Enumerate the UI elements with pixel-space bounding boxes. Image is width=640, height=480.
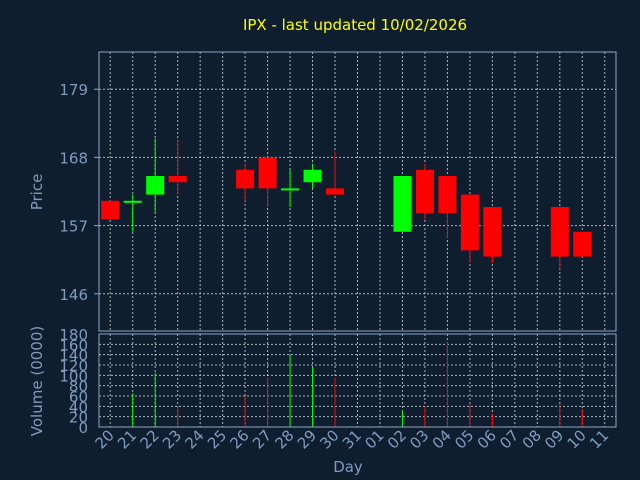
- price-tick-label: 157: [59, 218, 88, 236]
- candle-body: [146, 176, 165, 195]
- x-axis-label: Day: [333, 458, 363, 476]
- volume-tick-label: 60: [69, 388, 88, 406]
- volume-tick-label: 160: [59, 336, 88, 354]
- x-tick-labels: 2021222324252627282930310102030405060708…: [92, 426, 613, 452]
- price-tick-label: 168: [59, 149, 88, 167]
- volume-tick-label: 0: [78, 419, 88, 437]
- candle-body: [101, 200, 120, 220]
- candle-body: [236, 169, 255, 189]
- candle-body: [573, 231, 592, 257]
- candle-body: [168, 176, 187, 183]
- candle-body: [460, 194, 479, 251]
- price-tick-label: 146: [59, 286, 88, 304]
- chart-title: IPX - last updated 10/02/2026: [243, 16, 467, 34]
- price-panel: 146 157 168 179: [59, 51, 617, 332]
- price-plot-frame: [98, 51, 617, 332]
- volume-tick-label: 20: [69, 409, 88, 427]
- price-axis-label: Price: [28, 174, 46, 211]
- volume-tick-label: 100: [59, 367, 88, 385]
- volume-axis-label: Volume (0000): [28, 326, 46, 436]
- candle-body: [258, 157, 277, 189]
- candle-body: [415, 169, 434, 214]
- x-tick-label: 11: [586, 426, 612, 452]
- candle-body: [326, 188, 345, 195]
- candle-body: [123, 200, 142, 203]
- volume-plot-frame: [98, 333, 617, 428]
- volume-tick-label: 120: [59, 357, 88, 375]
- price-tick-label: 179: [59, 81, 88, 99]
- volume-tick-label: 80: [69, 378, 88, 396]
- candle-body: [393, 176, 412, 232]
- candle-body: [303, 169, 322, 183]
- candle-body: [483, 207, 502, 257]
- candle-body: [550, 207, 569, 257]
- volume-tick-label: 40: [69, 398, 88, 416]
- candle-body: [438, 176, 457, 214]
- candle-body: [281, 188, 300, 191]
- volume-tick-label: 140: [59, 347, 88, 365]
- volume-tick-label: 180: [59, 326, 88, 344]
